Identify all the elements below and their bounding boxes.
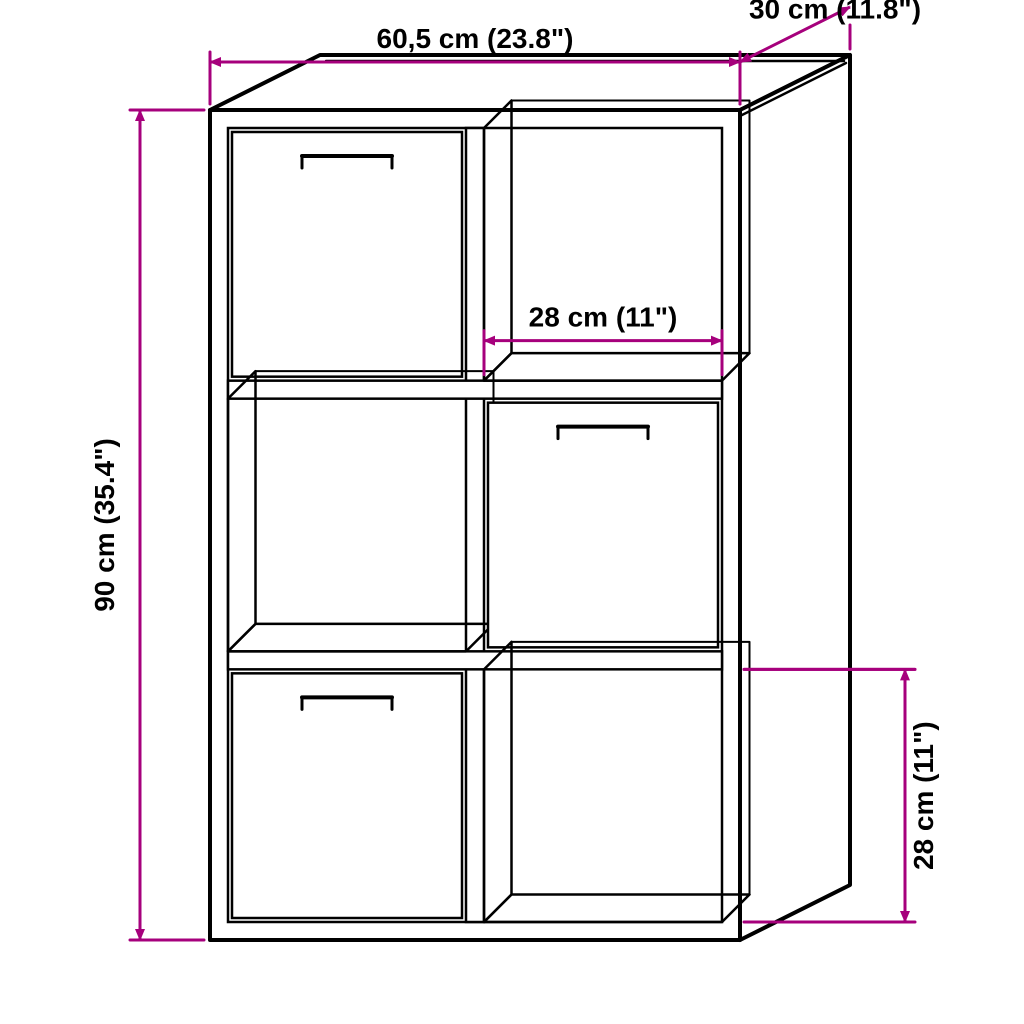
dim-inner-height-label: 28 cm (11") [908,721,939,870]
dim-inner-width-label: 28 cm (11") [529,302,678,333]
cabinet [210,55,850,940]
dim-height-label: 90 cm (35.4") [89,438,120,612]
dim-width-label: 60,5 cm (23.8") [377,23,574,54]
dim-depth-label: 30 cm (11.8") [749,0,921,25]
